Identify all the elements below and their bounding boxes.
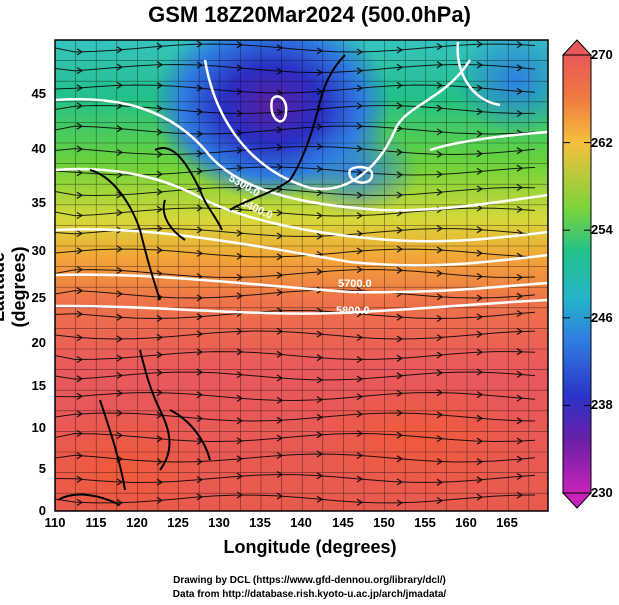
x-tick-label: 110 (44, 515, 66, 530)
plot-frame (54, 39, 549, 512)
heatmap-field: 5300.0 5400.0 5700.0 5800.0 (55, 40, 548, 511)
y-axis-label: Latitude (degrees) (0, 246, 29, 328)
x-tick-label: 125 (167, 515, 189, 530)
x-tick-label: 155 (414, 515, 436, 530)
colorbar-label: 254 (591, 222, 613, 237)
x-tick-label: 165 (496, 515, 518, 530)
y-tick-label: 15 (31, 378, 46, 393)
colorbar-label: 262 (591, 135, 613, 150)
y-tick-label: 20 (31, 335, 46, 350)
y-tick-label: 10 (31, 420, 46, 435)
y-tick-label: 45 (31, 86, 46, 101)
x-tick-label: 145 (332, 515, 354, 530)
x-tick-label: 130 (208, 515, 230, 530)
x-tick-label: 140 (290, 515, 312, 530)
y-tick-label: 25 (31, 290, 46, 305)
colorbar-label: 246 (591, 310, 613, 325)
contour-label: 5700.0 (338, 278, 372, 290)
height-contours (55, 41, 548, 315)
x-tick-label: 115 (85, 515, 107, 530)
colorbar (561, 39, 593, 509)
x-tick-label: 150 (373, 515, 395, 530)
y-tick-label: 5 (38, 461, 46, 476)
y-tick-label: 0 (38, 503, 46, 518)
x-tick-label: 135 (249, 515, 271, 530)
coastline (57, 54, 346, 506)
credit-dcl: Drawing by DCL (https://www.gfd-dennou.o… (173, 575, 446, 586)
contour-label: 5800.0 (336, 305, 370, 317)
x-axis-label: Longitude (degrees) (223, 537, 397, 557)
x-tick-label: 120 (126, 515, 148, 530)
y-tick-label: 40 (31, 141, 46, 156)
colorbar-label: 238 (591, 397, 613, 412)
y-tick-label: 35 (31, 195, 46, 210)
chart-title: GSM 18Z20Mar2024 (500.0hPa) (148, 2, 471, 27)
credit-data-source: Data from http://database.rish.kyoto-u.a… (172, 589, 447, 600)
x-tick-label: 160 (455, 515, 477, 530)
colorbar-label: 230 (591, 485, 613, 500)
y-tick-label: 30 (31, 243, 46, 258)
colorbar-label: 270 (591, 47, 613, 62)
